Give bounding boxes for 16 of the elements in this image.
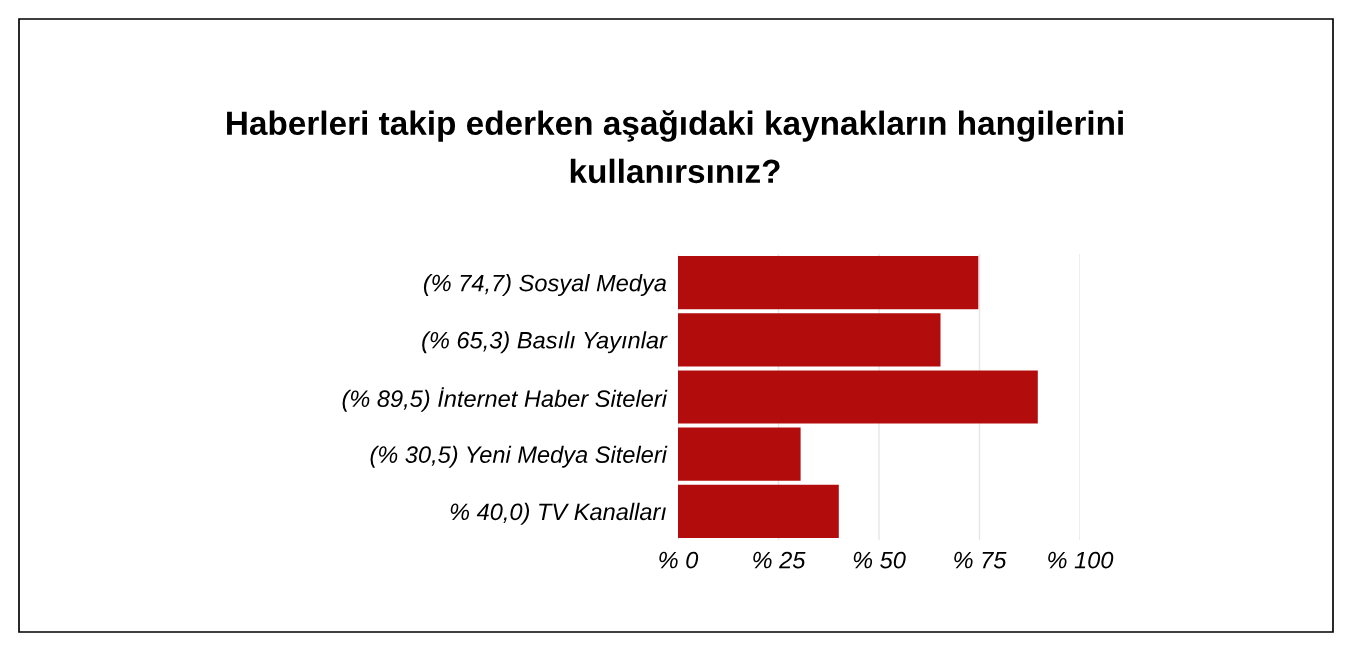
bar <box>678 427 801 481</box>
bar <box>678 370 1038 424</box>
y-tick-label: (% 65,3) Basılı Yayınlar <box>422 331 668 354</box>
x-tick-label: % 25 <box>753 551 806 569</box>
chart-title: Haberleri takip ederken aşağıdaki kaynakların hangilerini kullanırsınız? <box>227 110 1123 184</box>
y-tick-label: (% 30,5) Yeni Medya Siteleri <box>370 445 668 468</box>
x-tick-label: % 100 <box>1048 551 1114 569</box>
x-tick-label: % 75 <box>954 551 1007 569</box>
bar <box>678 484 839 538</box>
bar <box>678 313 941 367</box>
y-tick-label: % 40,0) TV Kanalları <box>450 502 666 525</box>
y-tick-label: (% 89,5) İnternet Haber Siteleri <box>342 387 668 412</box>
x-tick-label: % 50 <box>853 551 906 569</box>
y-tick-label: (% 74,7) Sosyal Medya <box>423 274 667 297</box>
bar <box>678 256 979 310</box>
x-tick-label: % 0 <box>659 551 699 569</box>
